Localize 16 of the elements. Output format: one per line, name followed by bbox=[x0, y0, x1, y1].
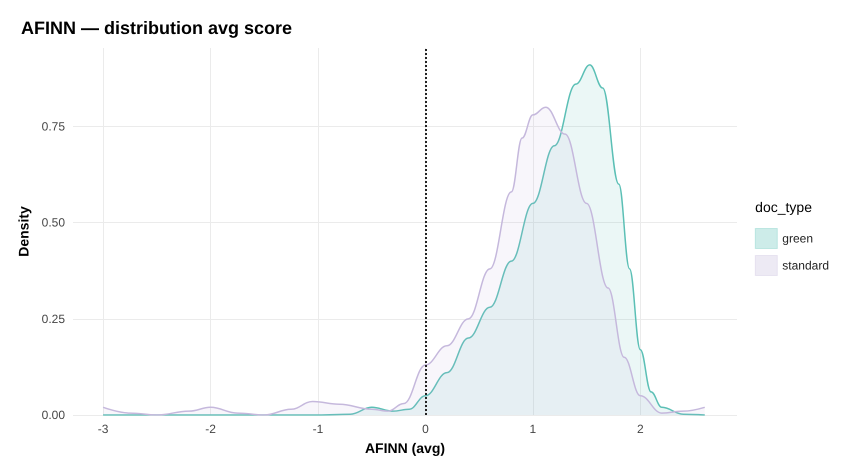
chart-title: AFINN — distribution avg score bbox=[21, 18, 292, 38]
y-tick-label: 0.00 bbox=[42, 408, 66, 422]
x-tick-label: 1 bbox=[530, 422, 537, 436]
y-axis-title: Density bbox=[16, 206, 32, 257]
legend-label: standard bbox=[782, 258, 830, 272]
x-tick-label: -1 bbox=[312, 422, 324, 436]
legend-label: green bbox=[782, 232, 814, 246]
y-tick-label: 0.25 bbox=[42, 312, 66, 326]
legend-title: doc_type bbox=[755, 199, 812, 215]
x-tick-label: -3 bbox=[98, 422, 109, 436]
y-tick-label: 0.75 bbox=[42, 119, 66, 134]
y-tick-label: 0.50 bbox=[42, 216, 66, 230]
x-axis-title: AFINN (avg) bbox=[364, 440, 446, 456]
x-tick-label: 2 bbox=[636, 422, 644, 436]
x-tick-label: 0 bbox=[422, 422, 430, 436]
x-tick-label: -2 bbox=[205, 422, 216, 436]
